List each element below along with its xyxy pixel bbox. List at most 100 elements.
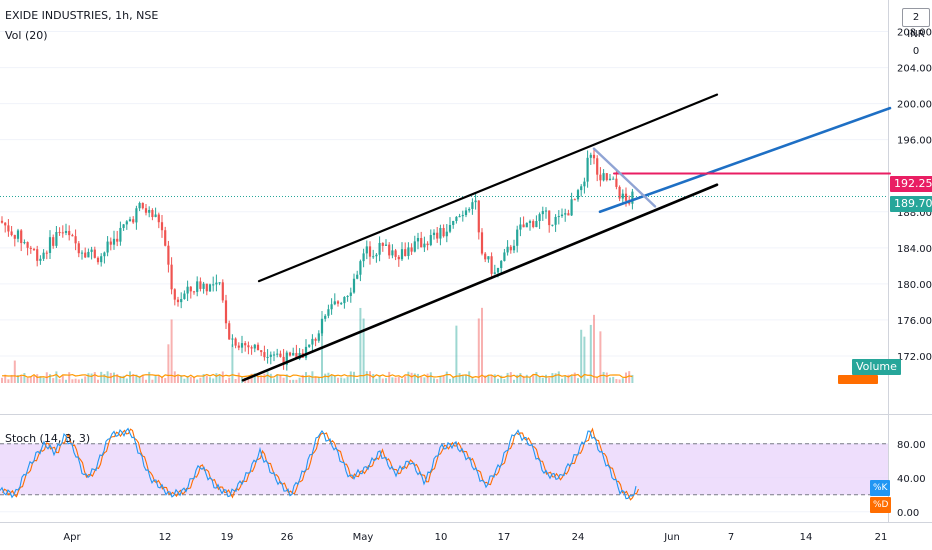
candle-body [448,224,452,232]
candle-body [100,256,103,263]
candle-body [23,242,26,244]
candle-body [244,343,247,346]
candle-body [205,283,208,292]
volume-bar [586,378,589,383]
volume-bar [580,329,583,383]
volume-bar [71,379,74,383]
candle-body [608,178,612,181]
volume-bar [477,318,480,383]
volume-bar [506,372,509,383]
volume-bar [285,374,288,383]
volume-legend[interactable]: Vol (20) [5,29,48,42]
volume-bar [269,373,272,383]
volume-bar [330,374,333,383]
stoch-legend[interactable]: Stoch (14, 3, 3) [5,432,91,445]
candle-body [116,238,119,242]
volume-bar [535,372,538,383]
trend-drawings[interactable] [241,93,892,382]
candle-body [39,258,42,261]
candle-body [138,203,141,209]
candle-body [74,236,77,244]
stoch-d-tag: %D [870,497,892,513]
volume-bar [250,373,253,383]
candle-body [269,354,272,357]
candle-body [212,284,215,286]
volume-bar [468,371,471,383]
volume-bar [628,371,631,383]
volume-bar [394,377,397,383]
candle-body [132,219,135,223]
volume-bar [596,377,599,383]
volume-bar [228,377,231,383]
candle-body [458,216,461,218]
candle-body [304,346,308,358]
candle-body [122,224,125,228]
candle-body [375,254,378,257]
candle-body [487,256,490,260]
volume-bar [87,373,90,383]
candle-body [16,230,20,239]
volume-bar [205,375,208,383]
time-tick-label: 19 [221,532,234,543]
volume-bar [452,377,455,383]
candle-body [567,213,570,216]
volume-bar [577,378,579,383]
volume-bar [151,379,154,383]
candle-body [55,231,58,246]
candle-body [106,241,109,253]
volume-bar [260,376,263,383]
candle-body [596,158,599,175]
volume-bar [93,372,96,383]
time-tick-label: 7 [728,532,734,543]
candle-body [564,213,567,215]
volume-bar [103,374,106,383]
volume-bar [461,375,464,383]
candle-body [429,235,432,246]
volume-bar [465,374,467,383]
candle-body [87,251,90,258]
volume-bar [378,375,381,383]
candle-body [519,224,522,230]
volume-bar [503,379,506,383]
candle-body [583,181,586,187]
volume-bar [301,374,304,383]
volume-bar [199,377,202,383]
volume-bar [391,377,394,383]
time-tick-label: 12 [159,532,172,543]
volume-bar [276,374,279,383]
candle-body [592,154,596,159]
currency-button[interactable]: 2 INR 0 [902,8,930,57]
candle-body [119,227,122,242]
candle-body [285,352,288,365]
candle-body [90,249,93,252]
volume-bar [426,373,429,383]
volume-bar [55,371,58,383]
price-tick-label: 176.00 [897,316,932,327]
candle-body [426,243,429,246]
candle-body [196,281,199,292]
volume-bar [541,377,544,383]
candle-body [324,315,327,319]
volume-bar [39,376,42,383]
candle-body [29,247,32,249]
volume-bar [100,371,103,383]
candle-body [48,237,52,253]
candle-body [45,252,48,254]
candle-body [464,210,468,216]
volume-bar [583,336,586,383]
volume-bar [317,377,320,383]
volume-bar [388,371,391,383]
volume-bar [273,378,275,383]
candle-body [52,237,55,246]
volume-bar [52,378,55,383]
symbol-legend[interactable]: EXIDE INDUSTRIES, 1h, NSE [5,9,159,22]
volume-bar [157,375,160,383]
candle-body [272,354,276,356]
time-tick-label: 17 [498,532,511,543]
candle-body [250,347,253,349]
volume-bar [365,371,368,383]
candle-body [320,318,324,334]
candle-body [228,323,231,340]
candle-body [404,249,407,256]
